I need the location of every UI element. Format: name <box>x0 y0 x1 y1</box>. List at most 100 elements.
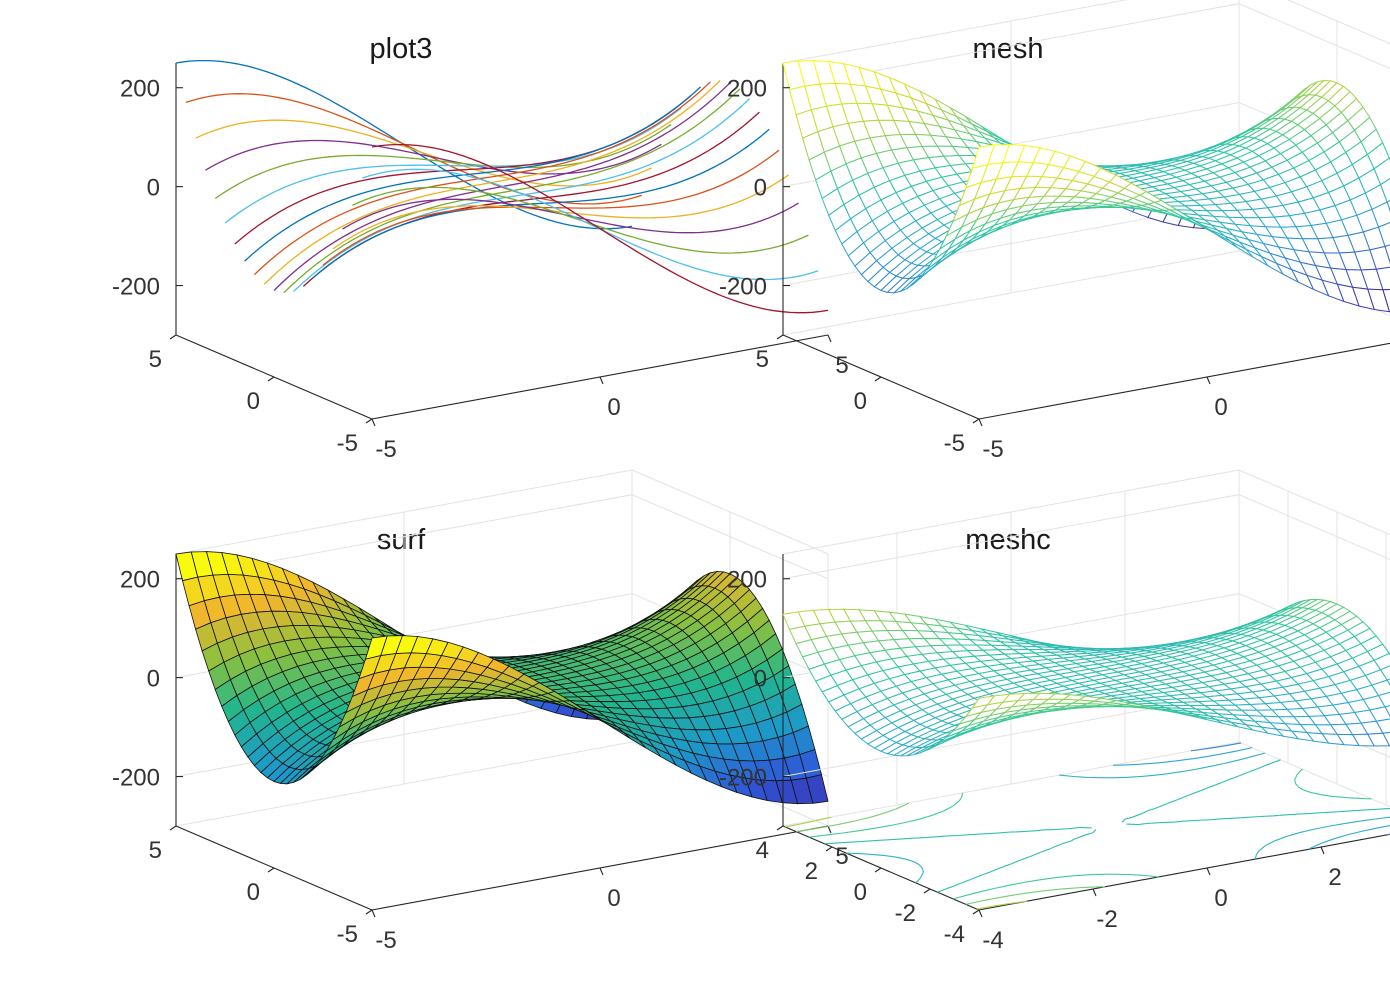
contour-line <box>1209 762 1225 768</box>
contour-line <box>993 884 1009 890</box>
contour-line <box>896 856 903 859</box>
contour-line <box>1144 773 1163 777</box>
y-tick-label: -5 <box>337 430 358 457</box>
contour-line <box>977 832 996 835</box>
contour-line <box>1266 763 1270 766</box>
y-tick-label: 0 <box>854 879 867 906</box>
contour-line <box>952 801 959 807</box>
grid-line <box>782 741 1390 827</box>
x-tick <box>1206 867 1211 876</box>
contour-line <box>1051 842 1064 849</box>
contour-line <box>1007 900 1025 905</box>
contour-line <box>1126 823 1139 826</box>
contour-line <box>1323 838 1335 844</box>
contour-line <box>1333 796 1348 799</box>
contour-line <box>1167 799 1178 804</box>
contour-line <box>1207 753 1223 757</box>
contour-line <box>1245 771 1248 774</box>
contour-line <box>1033 829 1045 832</box>
x-tick <box>599 867 604 876</box>
contour-line <box>859 816 872 821</box>
contour-line <box>980 897 996 902</box>
surface-patch <box>971 144 995 169</box>
contour-line <box>1191 755 1208 760</box>
y-tick-label: 2 <box>805 858 818 885</box>
contour-line <box>1184 819 1204 822</box>
contour-line <box>1146 821 1166 825</box>
contour-line <box>1125 776 1138 778</box>
contour-line <box>842 819 858 825</box>
grid-line <box>782 0 1390 64</box>
contour-line <box>1386 833 1390 836</box>
contour-line <box>814 817 830 822</box>
contour-line <box>965 900 981 905</box>
y-tick <box>874 376 882 382</box>
contour-line <box>919 814 933 820</box>
contour-line <box>1225 742 1242 747</box>
y-tick <box>776 334 784 340</box>
contour-line <box>1355 809 1372 812</box>
contour-line <box>919 864 922 867</box>
contour-line <box>1043 888 1061 892</box>
x-tick <box>1320 846 1325 855</box>
z-tick-label: 0 <box>147 175 160 202</box>
contour-line <box>1298 786 1305 791</box>
contour-line <box>1298 828 1313 834</box>
contour-line <box>1039 877 1056 881</box>
contour-line <box>1157 760 1175 764</box>
series-line <box>283 88 741 294</box>
contour-line <box>966 891 981 896</box>
contour-line <box>870 812 884 818</box>
contour-line <box>1173 820 1185 823</box>
contour-line <box>1206 818 1223 821</box>
contour-line <box>1296 785 1299 788</box>
contour-line <box>870 853 885 856</box>
contour-line <box>1257 764 1268 770</box>
z-tick-label: 0 <box>147 666 160 693</box>
x-axis-line <box>978 342 1390 420</box>
contour-line <box>1029 851 1041 858</box>
contour-line <box>1070 838 1075 842</box>
contour-line <box>915 880 918 884</box>
contour-line <box>1315 793 1322 796</box>
subplot-title: plot3 <box>370 33 433 65</box>
y-tick <box>365 909 373 915</box>
contour-line <box>917 876 922 882</box>
x-tick <box>1206 376 1211 385</box>
contour-line <box>1194 766 1210 771</box>
contour-line <box>846 840 863 843</box>
z-tick-label: 200 <box>120 567 160 594</box>
contour-line <box>1071 826 1080 830</box>
contour-line <box>827 823 843 828</box>
x-tick-label: 0 <box>1214 394 1227 421</box>
contour-line <box>1125 816 1133 820</box>
contour-line <box>1073 775 1082 778</box>
contour-line <box>1375 825 1390 829</box>
series-line <box>322 149 780 266</box>
contour-line <box>995 895 1011 899</box>
x-tick <box>827 825 832 834</box>
x-tick-label: -5 <box>375 436 396 463</box>
z-tick-label: 200 <box>727 76 767 103</box>
contour-line <box>1162 771 1179 775</box>
contour-line <box>825 832 843 836</box>
contour-line <box>959 796 963 800</box>
contour-line <box>900 837 913 840</box>
contour-line <box>1305 812 1318 815</box>
contour-line <box>1251 753 1264 758</box>
contour-line <box>1327 823 1343 828</box>
contour-line <box>1338 810 1356 813</box>
x-tick-label: 0 <box>607 394 620 421</box>
contour-line <box>1268 759 1281 765</box>
contour-line <box>1079 826 1092 829</box>
surface-patch <box>364 635 388 660</box>
contour-line <box>1303 789 1312 794</box>
contour-line <box>1264 844 1267 847</box>
contour-line <box>1119 763 1139 766</box>
contour-line <box>1348 797 1366 800</box>
x-tick-label: -4 <box>982 927 1003 954</box>
contour-line <box>1317 811 1337 814</box>
contour-line <box>1049 847 1052 850</box>
z-tick-label: -200 <box>112 765 160 792</box>
x-tick <box>371 418 376 427</box>
